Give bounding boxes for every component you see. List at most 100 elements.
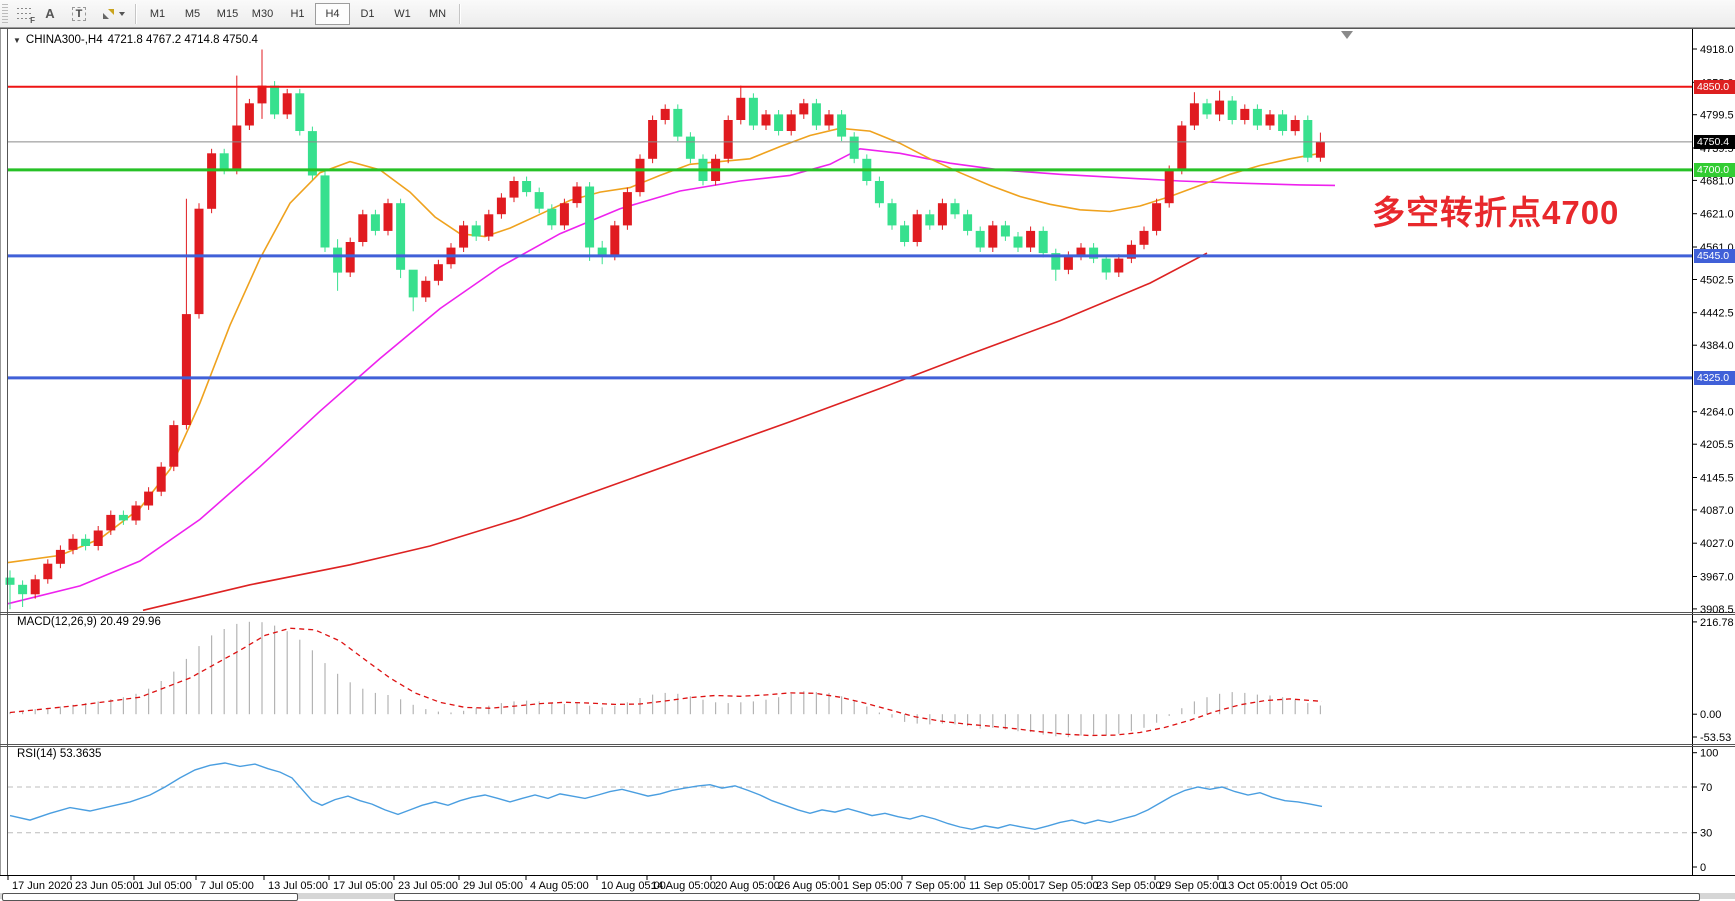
candle[interactable]	[761, 110, 771, 130]
candle[interactable]	[471, 220, 481, 241]
candle[interactable]	[1000, 220, 1010, 241]
timeframe-button-h4[interactable]: H4	[315, 2, 350, 25]
candle[interactable]	[509, 176, 519, 203]
timeframe-button-m5[interactable]: M5	[184, 7, 201, 20]
candle[interactable]	[1013, 232, 1023, 252]
candle[interactable]	[673, 104, 683, 142]
candle[interactable]	[799, 98, 809, 119]
candle[interactable]	[723, 115, 733, 164]
price-level-badge[interactable]: 4850.0	[1694, 80, 1735, 94]
candle[interactable]	[522, 176, 532, 197]
candle[interactable]	[408, 269, 418, 312]
timeframe-button-m1[interactable]: M1	[149, 7, 166, 20]
candle[interactable]	[547, 204, 557, 230]
price-level-badge[interactable]: 4750.4	[1694, 135, 1735, 149]
candle[interactable]	[194, 203, 204, 319]
candle[interactable]	[484, 209, 494, 241]
candle[interactable]	[1026, 226, 1036, 253]
candle[interactable]	[1089, 243, 1099, 264]
candle[interactable]	[106, 510, 116, 535]
candle[interactable]	[1215, 90, 1225, 122]
text-box-tool-button[interactable]: T	[63, 3, 95, 25]
candle[interactable]	[1152, 198, 1162, 236]
candle[interactable]	[295, 88, 305, 136]
candle[interactable]	[610, 220, 620, 261]
candle[interactable]	[307, 126, 317, 180]
candle[interactable]	[559, 198, 569, 230]
chart-annotation-text[interactable]: 多空转折点4700	[1372, 194, 1620, 231]
candle[interactable]	[572, 182, 582, 208]
candle[interactable]	[824, 110, 834, 130]
candle[interactable]	[131, 501, 141, 525]
candle[interactable]	[1227, 96, 1237, 125]
candle[interactable]	[282, 88, 292, 119]
candle[interactable]	[849, 132, 859, 164]
timeframe-button-mn[interactable]: MN	[428, 7, 447, 20]
candle[interactable]	[207, 148, 217, 214]
candle[interactable]	[1240, 104, 1250, 125]
candle[interactable]	[534, 187, 544, 214]
chart-shift-marker-icon[interactable]	[1341, 31, 1353, 39]
arrow-tools-button[interactable]	[95, 3, 131, 25]
candle[interactable]	[30, 574, 40, 599]
candle[interactable]	[736, 85, 746, 125]
candle[interactable]	[181, 198, 191, 430]
magenta-ma-line[interactable]	[7, 147, 1336, 605]
red-trendline[interactable]	[142, 252, 1208, 612]
candle[interactable]	[1126, 240, 1136, 264]
candle[interactable]	[887, 198, 897, 230]
candle[interactable]	[169, 420, 179, 472]
candle[interactable]	[1303, 115, 1313, 163]
candle[interactable]	[1177, 121, 1187, 175]
candle[interactable]	[635, 154, 645, 197]
candle[interactable]	[660, 104, 670, 125]
text-label-tool-button[interactable]: A	[37, 3, 63, 25]
candle[interactable]	[1290, 115, 1300, 136]
candle[interactable]	[257, 49, 267, 119]
timeframe-button-d1[interactable]: D1	[360, 7, 375, 20]
candle[interactable]	[786, 110, 796, 136]
candle[interactable]	[93, 526, 103, 551]
candle[interactable]	[1101, 254, 1111, 280]
candle[interactable]	[597, 240, 607, 265]
candle[interactable]	[1051, 248, 1061, 281]
candle[interactable]	[5, 570, 15, 610]
candle[interactable]	[144, 487, 154, 510]
candle[interactable]	[370, 209, 380, 236]
candle[interactable]	[333, 239, 343, 291]
candle[interactable]	[396, 198, 406, 279]
candle[interactable]	[811, 98, 821, 130]
candle[interactable]	[421, 276, 431, 302]
timeframe-button-m15[interactable]: M15	[216, 7, 239, 20]
price-level-badge[interactable]: 4325.0	[1694, 371, 1735, 385]
candle[interactable]	[1114, 254, 1124, 277]
candle[interactable]	[81, 534, 91, 551]
candle[interactable]	[459, 220, 469, 252]
candle[interactable]	[156, 462, 166, 497]
candle[interactable]	[685, 132, 695, 164]
candle[interactable]	[1315, 132, 1325, 162]
candle[interactable]	[622, 187, 632, 230]
candle[interactable]	[925, 209, 935, 230]
candle[interactable]	[383, 198, 393, 236]
candle[interactable]	[837, 110, 847, 142]
candle[interactable]	[1189, 92, 1199, 130]
candle[interactable]	[874, 176, 884, 208]
timeframe-button-m30[interactable]: M30	[251, 7, 274, 20]
timeframe-button-h1[interactable]: H1	[290, 7, 305, 20]
candle[interactable]	[244, 98, 254, 130]
candle[interactable]	[1038, 226, 1048, 258]
candle[interactable]	[937, 198, 947, 230]
candle[interactable]	[774, 110, 784, 136]
candle[interactable]	[1164, 165, 1174, 208]
price-level-badge[interactable]: 4545.0	[1694, 249, 1735, 263]
fibo-grid-tool-button[interactable]: F	[11, 3, 37, 25]
rsi-line[interactable]	[9, 762, 1323, 831]
candle[interactable]	[748, 93, 758, 130]
candle[interactable]	[1252, 104, 1262, 130]
candle[interactable]	[43, 559, 53, 584]
toolbar-drag-handle[interactable]	[2, 3, 8, 24]
scrollbar-thumb[interactable]	[2, 893, 298, 901]
candle[interactable]	[900, 220, 910, 247]
collapse-triangle-icon[interactable]: ▼	[13, 35, 21, 45]
